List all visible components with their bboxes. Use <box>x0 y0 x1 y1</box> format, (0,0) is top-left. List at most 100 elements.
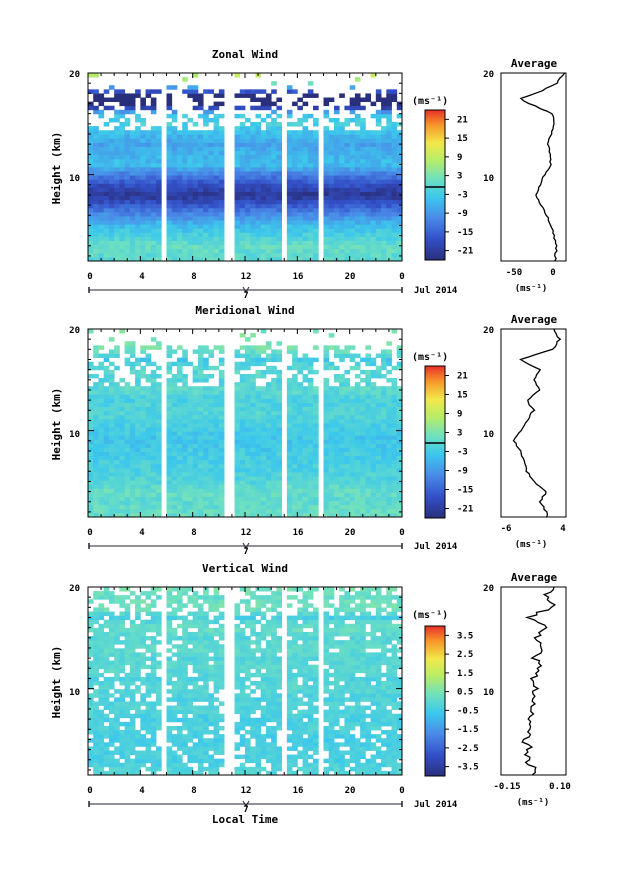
heatmap-cell <box>98 435 105 440</box>
heatmap-cell <box>182 162 188 168</box>
heatmap-cell <box>292 508 298 514</box>
heatmap-cell <box>124 742 131 747</box>
heatmap-cell <box>365 256 371 262</box>
heatmap-cell <box>156 631 162 637</box>
heatmap-cell <box>375 484 382 489</box>
heatmap-cell <box>171 672 178 678</box>
heatmap-cell <box>339 443 345 448</box>
heatmap-cell <box>386 240 392 246</box>
xtick-zonal-5: 20 <box>345 272 356 282</box>
heatmap-cell <box>328 220 335 225</box>
heatmap-cell <box>260 187 267 192</box>
heatmap-cell <box>370 183 377 188</box>
heatmap-cell <box>245 463 251 469</box>
heatmap-cell <box>119 122 126 127</box>
heatmap-cell <box>250 252 256 258</box>
heatmap-cell <box>124 142 131 147</box>
heatmap-cell <box>265 171 272 176</box>
heatmap-cell <box>93 187 99 192</box>
heatmap-cell <box>328 423 335 428</box>
heatmap-cell <box>166 158 173 164</box>
heatmap-cell <box>260 512 267 518</box>
heatmap-cell <box>245 256 251 262</box>
heatmap-cell <box>302 353 309 359</box>
heatmap-cell <box>103 595 110 600</box>
heatmap-cell <box>150 591 157 596</box>
heatmap-cell <box>187 240 194 246</box>
heatmap-cell <box>396 410 403 416</box>
heatmap-cell <box>333 492 340 497</box>
heatmap-cell <box>156 248 162 254</box>
heatmap-cell <box>197 183 204 188</box>
heatmap-cell <box>354 97 361 103</box>
heatmap-cell <box>182 236 188 241</box>
heatmap-cell <box>140 484 146 489</box>
heatmap-cell <box>234 472 241 477</box>
heatmap-cell <box>239 353 246 359</box>
heatmap-cell <box>98 725 105 731</box>
heatmap-cell <box>119 232 126 237</box>
heatmap-cell <box>286 386 293 391</box>
heatmap-cell <box>302 126 309 131</box>
heatmap-cell <box>333 195 340 201</box>
heatmap-cell <box>150 394 157 399</box>
heatmap-cell <box>286 349 293 354</box>
heatmap-cell <box>386 228 392 233</box>
heatmap-cell <box>129 762 136 768</box>
heatmap-cell <box>381 390 387 395</box>
heatmap-cell <box>292 439 298 444</box>
heatmap-cell <box>140 386 146 391</box>
heatmap-cell <box>182 211 188 217</box>
heatmap-cell <box>307 357 314 363</box>
heatmap-cell <box>245 492 251 497</box>
heatmap-cell <box>176 357 183 363</box>
heatmap-cell <box>129 138 136 143</box>
heatmap-cell <box>98 689 105 694</box>
heatmap-cell <box>124 216 131 221</box>
heatmap-cell <box>135 195 141 201</box>
heatmap-cell <box>391 476 398 481</box>
heatmap-cell <box>234 500 241 506</box>
heatmap-cell <box>124 398 131 403</box>
heatmap-cell <box>197 256 204 262</box>
heatmap-cell <box>140 636 146 641</box>
heatmap-cell <box>260 256 267 262</box>
heatmap-cell <box>375 158 382 164</box>
heatmap-cell <box>93 664 99 670</box>
heatmap-cell <box>166 435 173 440</box>
heatmap-cell <box>114 418 120 424</box>
heatmap-cell <box>218 496 225 502</box>
heatmap-cell <box>286 232 293 237</box>
heatmap-cell <box>276 228 283 233</box>
heatmap-cell <box>150 162 157 168</box>
heatmap-cell <box>203 240 209 246</box>
heatmap-cell <box>93 631 99 637</box>
heatmap-cell <box>98 142 105 147</box>
heatmap-cell <box>245 382 251 387</box>
heatmap-cell <box>119 713 126 719</box>
heatmap-cell <box>88 721 94 727</box>
heatmap-cell <box>192 89 199 94</box>
heatmap-cell <box>260 414 267 420</box>
heatmap-cell <box>313 476 319 481</box>
heatmap-cell <box>98 386 105 391</box>
heatmap-cell <box>103 480 110 485</box>
heatmap-cell <box>145 508 152 514</box>
heatmap-cell <box>365 357 371 363</box>
heatmap-cell <box>313 248 319 254</box>
heatmap-cell <box>119 770 126 776</box>
heatmap-cell <box>93 423 99 428</box>
heatmap-cell <box>354 117 361 123</box>
heatmap-cell <box>166 349 173 354</box>
heatmap-cell <box>103 142 110 147</box>
xtick-zonal-1: 4 <box>139 272 145 282</box>
heatmap-cell <box>213 484 220 489</box>
heatmap-cell <box>208 443 214 448</box>
heatmap-cell <box>176 746 183 751</box>
heatmap-cell <box>344 418 351 424</box>
heatmap-cell <box>171 361 178 367</box>
heatmap-cell <box>124 361 131 367</box>
heatmap-cell <box>98 717 105 723</box>
heatmap-cell <box>166 248 173 254</box>
heatmap-cell <box>171 146 178 152</box>
